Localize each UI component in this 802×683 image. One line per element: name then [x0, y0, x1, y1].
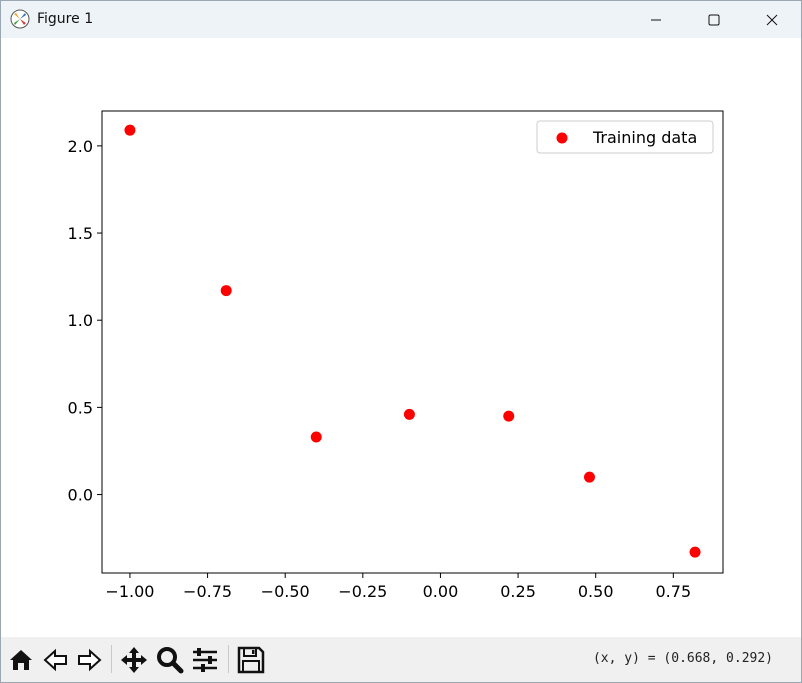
y-tick-label: 1.5	[68, 224, 93, 243]
navigation-toolbar: (x, y) = (0.668, 0.292)	[1, 637, 801, 682]
pan-icon[interactable]	[119, 645, 149, 675]
save-icon[interactable]	[236, 645, 266, 675]
window-title: Figure 1	[37, 11, 94, 27]
x-tick-label: 0.75	[656, 582, 692, 601]
plot-canvas[interactable]: −1.00 −0.75 −0.50 −0.25 0.00 0.25 0.50 0.75 0.0 0…	[1, 38, 801, 637]
maximize-button[interactable]	[685, 1, 743, 38]
y-tick-label: 2.0	[68, 137, 93, 156]
data-point	[310, 431, 322, 443]
data-point	[503, 410, 515, 422]
data-point	[583, 471, 595, 483]
legend-box	[536, 120, 714, 154]
scatter-chart: −1.00 −0.75 −0.50 −0.25 0.00 0.25 0.50 0.75 0.0 0…	[68, 110, 724, 601]
y-tick-label: 0.5	[68, 398, 93, 417]
y-tick-label: 1.0	[68, 311, 93, 330]
data-point	[220, 285, 232, 297]
toolbar-separator	[228, 645, 229, 673]
home-icon[interactable]	[6, 645, 36, 675]
data-point	[124, 124, 136, 136]
x-tick-label: −0.50	[261, 582, 310, 601]
zoom-icon[interactable]	[155, 645, 185, 675]
x-tick-label: 0.25	[500, 582, 536, 601]
close-icon	[766, 14, 778, 25]
legend-marker	[556, 132, 568, 144]
x-tick-label: −0.75	[183, 582, 232, 601]
legend-label: Training data	[592, 128, 697, 147]
axes-frame	[101, 110, 724, 574]
data-point	[689, 546, 701, 558]
x-tick-label: 0.50	[578, 582, 614, 601]
cursor-coordinates: (x, y) = (0.668, 0.292)	[592, 651, 773, 666]
data-point	[403, 408, 415, 420]
toolbar-separator	[111, 645, 112, 673]
x-tick-label: 0.00	[423, 582, 459, 601]
configure-icon[interactable]	[190, 645, 220, 675]
legend: Training data	[536, 120, 714, 154]
close-button[interactable]	[743, 1, 801, 38]
axis-ticks: −1.00 −0.75 −0.50 −0.25 0.00 0.25 0.50 0.75 0.0 0…	[68, 137, 692, 601]
y-tick-label: 0.0	[68, 486, 93, 505]
forward-icon[interactable]	[74, 645, 104, 675]
title-bar[interactable]: Figure 1	[1, 1, 801, 38]
maximize-icon	[708, 14, 720, 25]
x-tick-label: −0.25	[338, 582, 387, 601]
x-tick-label: −1.00	[105, 582, 154, 601]
back-icon[interactable]	[41, 645, 71, 675]
minimize-icon	[651, 19, 661, 20]
data-points	[124, 124, 701, 558]
matplotlib-logo-icon	[10, 9, 30, 29]
minimize-button[interactable]	[627, 1, 685, 38]
